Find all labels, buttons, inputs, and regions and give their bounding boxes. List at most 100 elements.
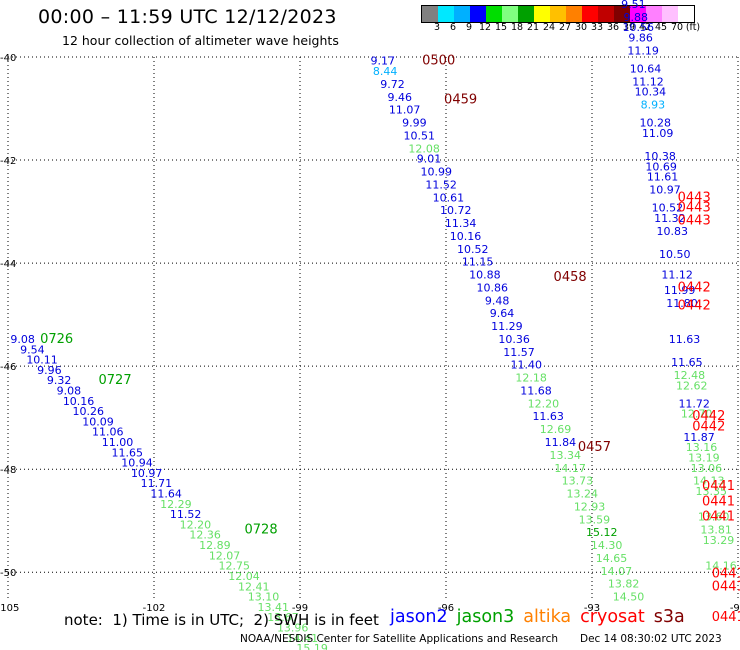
wave-height-value: 11.99	[664, 284, 696, 297]
wave-height-value: 12.69	[540, 423, 572, 436]
wave-height-value: 9.51	[621, 0, 646, 11]
page-subtitle: 12 hour collection of altimeter wave hei…	[62, 33, 339, 48]
pass-time-label: 0458	[554, 270, 587, 285]
colorbar-swatch	[550, 6, 566, 22]
wave-height-value: 8.93	[641, 99, 666, 112]
pass-time-label: 0442	[692, 409, 725, 424]
wave-height-value: 12.70	[681, 408, 713, 421]
wave-height-value: 13.29	[703, 534, 735, 547]
colorbar-swatch	[486, 6, 502, 22]
wave-height-value: 13.06	[691, 462, 723, 475]
x-tick-label: -99	[292, 603, 308, 614]
wave-height-value: 10.94	[121, 457, 153, 470]
wave-height-value: 12.62	[676, 379, 708, 392]
wave-height-value: 10.52	[652, 202, 684, 215]
pass-time-label: 0457	[578, 440, 611, 455]
satellite-legend: jason2 jason3 altika cryosat s3a	[390, 607, 694, 627]
wave-height-value: 11.40	[511, 359, 543, 372]
y-tick-label: -46	[0, 362, 16, 373]
wave-height-value: 14.13	[693, 475, 725, 488]
wave-height-value: 9.99	[402, 117, 427, 130]
wave-height-value: 10.97	[131, 467, 163, 480]
wave-height-value: 9.72	[380, 78, 405, 91]
colorbar-swatch	[502, 6, 518, 22]
x-tick-label: -96	[438, 603, 454, 614]
colorbar-label: 27	[558, 22, 572, 33]
colorbar-swatch	[678, 6, 694, 22]
wave-height-value: 13.59	[579, 513, 611, 526]
generation-timestamp: Dec 14 08:30:02 UTC 2023	[580, 633, 722, 645]
wave-height-value: 8.44	[373, 65, 398, 78]
wave-height-value: 11.87	[683, 431, 715, 444]
colorbar-swatch	[662, 6, 678, 22]
wave-height-value: 12.08	[408, 142, 440, 155]
wave-height-value: 9.88	[624, 11, 649, 24]
colorbar	[421, 5, 695, 23]
wave-height-value: 12.04	[228, 570, 260, 583]
wave-height-value: 13.60	[698, 511, 730, 524]
y-tick-label: -44	[0, 259, 16, 270]
wave-height-value: 12.48	[674, 369, 706, 382]
wave-height-value: 11.06	[92, 426, 124, 439]
wave-height-value: 10.99	[421, 166, 453, 179]
wave-height-value: 9.54	[20, 343, 45, 356]
wave-height-value: 9.86	[628, 32, 653, 45]
wave-height-value: 11.12	[661, 269, 693, 282]
colorbar-label: 6	[449, 22, 457, 33]
wave-height-value: 11.68	[520, 384, 552, 397]
footnote: note: 1) Time is in UTC; 2) SWH is in fe…	[64, 611, 379, 629]
pass-time-label: 0442	[678, 298, 711, 313]
wave-height-value: 14.17	[554, 462, 586, 475]
colorbar-label: 36	[606, 22, 620, 33]
wave-height-value: 10.61	[433, 191, 465, 204]
legend-jason2: jason2	[390, 607, 448, 627]
wave-height-value: 10.51	[403, 129, 435, 142]
credit-line: NOAA/NESDIS Center for Satellite Applica…	[240, 633, 558, 645]
pass-time-label: 0443	[678, 190, 711, 205]
wave-height-value: 10.88	[469, 269, 501, 282]
wave-height-value: 10.52	[457, 243, 489, 256]
y-tick-label: -50	[0, 568, 16, 579]
wave-height-value: 14.07	[601, 565, 633, 578]
wave-height-value: 11.72	[678, 397, 710, 410]
x-tick-label: -105	[0, 603, 19, 614]
wave-height-value: 10.83	[657, 225, 689, 238]
colorbar-label: 9	[465, 22, 473, 33]
pass-time-label: 0726	[40, 332, 73, 347]
colorbar-swatch	[470, 6, 486, 22]
colorbar-label: 12	[478, 22, 492, 33]
colorbar-label: 45	[654, 22, 668, 33]
wave-height-value: 11.09	[642, 127, 674, 140]
colorbar-swatch	[582, 6, 598, 22]
wave-height-value: 10.16	[63, 395, 95, 408]
wave-height-value: 13.67	[267, 611, 299, 624]
wave-height-value: 9.64	[490, 307, 515, 320]
wave-height-value: 13.19	[688, 451, 720, 464]
colorbar-label: 24	[542, 22, 556, 33]
pass-time-label: 0728	[245, 523, 278, 538]
wave-height-value: 13.16	[686, 441, 718, 454]
colorbar-swatch	[422, 6, 438, 22]
wave-height-value: 12.89	[199, 539, 231, 552]
legend-s3a: s3a	[653, 607, 685, 627]
wave-height-value: 12.36	[189, 529, 221, 542]
wave-height-value: 12.18	[515, 372, 547, 385]
legend-jason3: jason3	[456, 607, 515, 627]
wave-height-value: 12.07	[209, 549, 241, 562]
colorbar-labels: 3 6 9 12 15 18 21 24 27 30 33 36 39 42 45 70 (ft)	[421, 22, 740, 34]
pass-time-label: 0441	[712, 566, 740, 581]
legend-cryosat: cryosat	[580, 607, 645, 627]
wave-height-value: 10.69	[645, 160, 677, 173]
wave-height-value: 9.96	[37, 364, 62, 377]
wave-height-value: 11.64	[150, 488, 182, 501]
page-title: 00:00 – 11:59 UTC 12/12/2023	[38, 6, 337, 28]
wave-height-value: 13.24	[567, 488, 599, 501]
x-tick-label: -93	[584, 603, 600, 614]
wave-height-value: 11.00	[102, 436, 134, 449]
colorbar-label: 70	[670, 22, 684, 33]
wave-height-value: 10.11	[26, 354, 58, 367]
wave-height-value: 12.20	[528, 397, 560, 410]
wave-height-value: 10.09	[82, 415, 114, 428]
pass-time-label: 0442	[678, 280, 711, 295]
colorbar-label: 21	[526, 22, 540, 33]
